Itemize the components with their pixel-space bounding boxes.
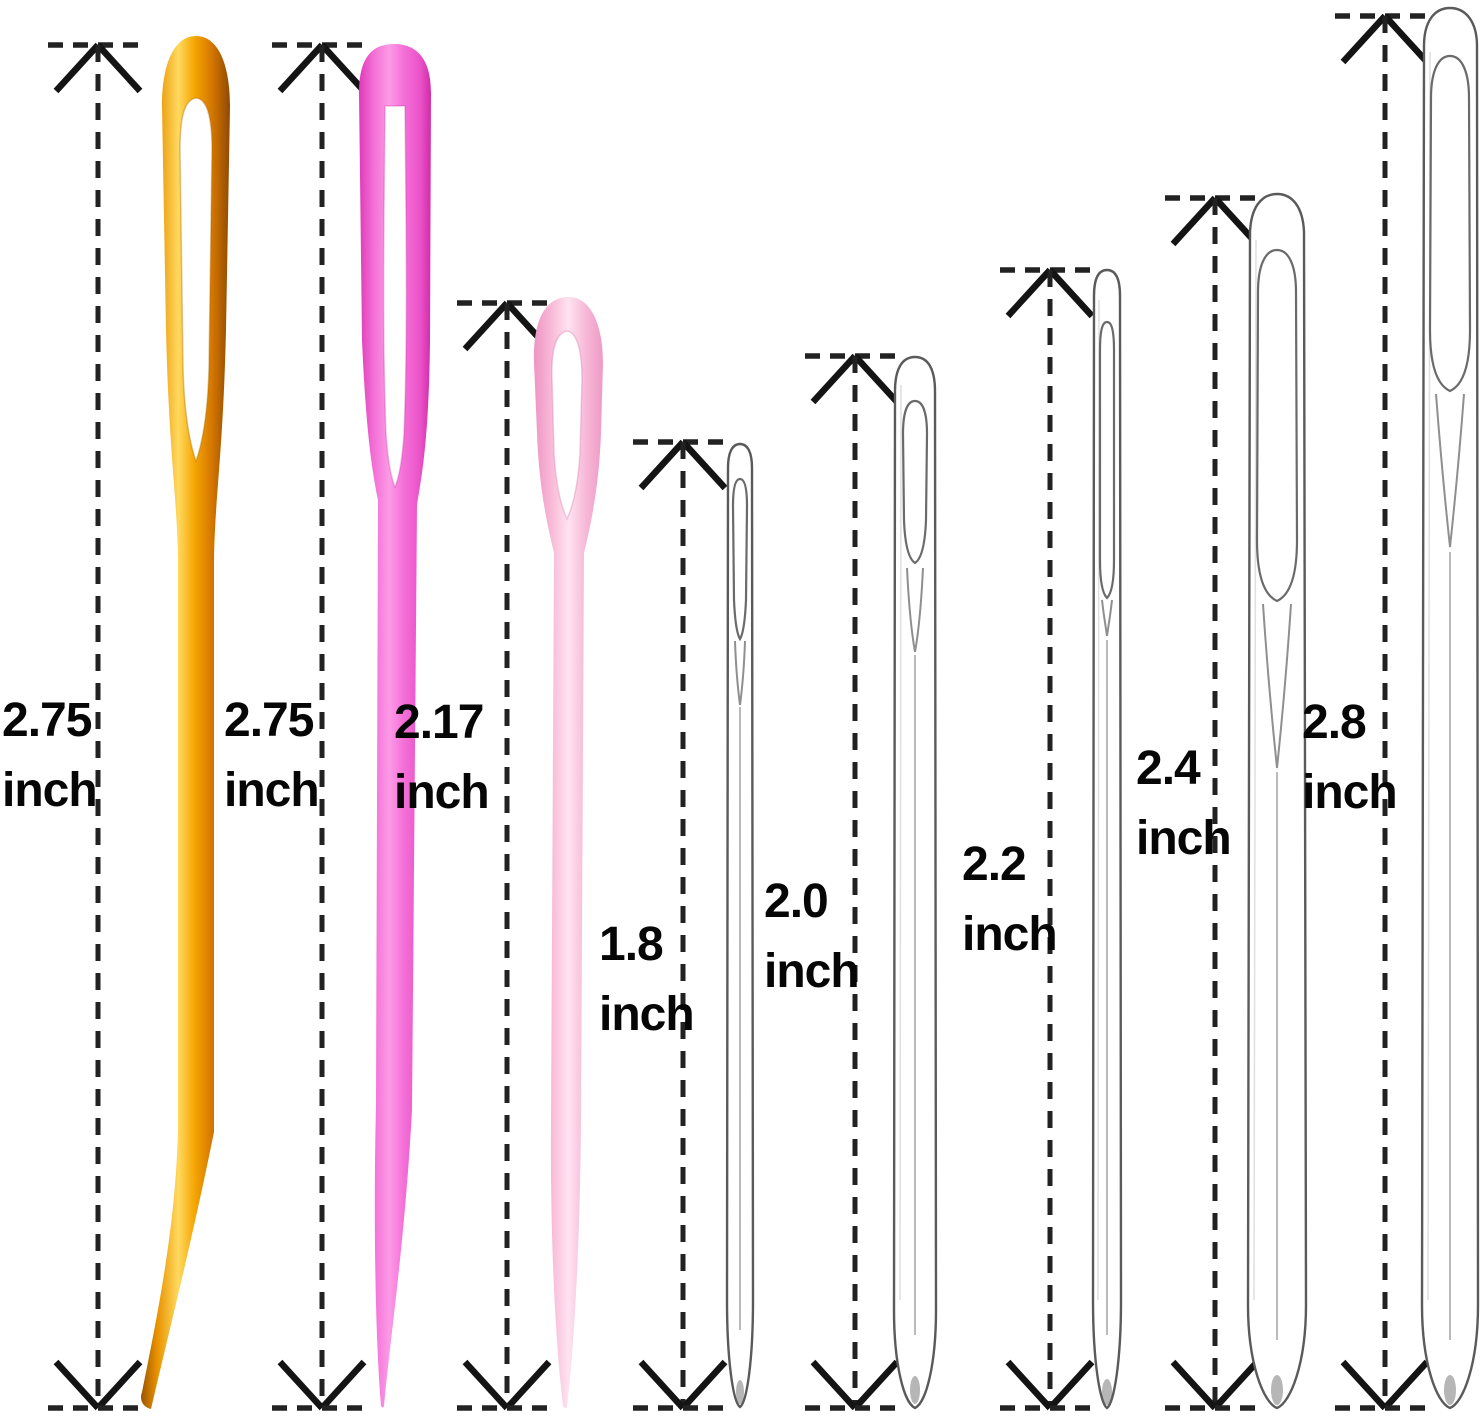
- size-value: 2.0: [764, 875, 828, 928]
- needle-eye: [1098, 320, 1116, 600]
- needle-eye: [179, 97, 213, 464]
- size-value: 2.2: [962, 838, 1026, 891]
- size-value: 2.75: [224, 694, 314, 747]
- bottom-arrow-icon: [462, 1359, 552, 1411]
- size-label-5: 2.0 inch: [764, 875, 860, 998]
- needle-steel-3: [1091, 268, 1123, 1410]
- inner-contour: [899, 384, 902, 1301]
- size-unit: inch: [224, 764, 319, 817]
- needle-plastic-light-pink: [533, 296, 603, 1409]
- size-unit: inch: [1302, 766, 1397, 819]
- needle-eye: [901, 399, 929, 565]
- size-unit: inch: [394, 766, 489, 819]
- size-value: 2.17: [394, 696, 483, 749]
- size-value: 2.8: [1302, 696, 1366, 749]
- measure-line-6: [1000, 267, 1100, 1411]
- tip-shading: [1271, 1375, 1283, 1405]
- top-arrow-icon: [1340, 13, 1430, 65]
- bottom-arrow-icon: [277, 1359, 367, 1411]
- inner-contour: [1253, 239, 1257, 1301]
- top-arrow-icon: [638, 439, 728, 491]
- needle-body: [533, 296, 603, 1409]
- needle-steel-2: [892, 355, 938, 1410]
- needle-eye: [551, 330, 583, 521]
- bottom-arrow-icon: [638, 1359, 728, 1411]
- size-unit: inch: [962, 908, 1057, 961]
- measure-line-7: [1165, 195, 1265, 1411]
- needle-eye: [731, 477, 749, 642]
- measure-line-1: [48, 42, 148, 1411]
- inner-contour: [1097, 299, 1100, 1301]
- size-label-7: 2.4 inch: [1136, 742, 1232, 865]
- measure-line-8: [1335, 13, 1435, 1411]
- size-label-4: 1.8 inch: [599, 918, 695, 1041]
- size-unit: inch: [2, 764, 97, 817]
- tip-shading: [736, 1380, 744, 1404]
- size-unit: inch: [764, 945, 859, 998]
- tip-shading: [1102, 1379, 1112, 1405]
- top-arrow-icon: [1005, 267, 1095, 319]
- top-arrow-icon: [810, 353, 900, 405]
- eye-taper: [1101, 599, 1113, 637]
- top-arrow-icon: [53, 42, 143, 94]
- eye-taper: [734, 640, 746, 706]
- bottom-arrow-icon: [1170, 1359, 1260, 1411]
- needle-plastic-hot-pink: [359, 44, 431, 1408]
- measure-line-3: [457, 300, 557, 1411]
- top-arrow-icon: [277, 42, 367, 94]
- bottom-arrow-icon: [1005, 1359, 1095, 1411]
- eye-taper: [1262, 603, 1292, 769]
- size-value: 2.75: [2, 694, 92, 747]
- bottom-arrow-icon: [53, 1359, 143, 1411]
- needle-eye: [382, 105, 408, 490]
- size-label-3: 2.17 inch: [394, 696, 490, 819]
- size-value: 2.4: [1136, 742, 1201, 795]
- bottom-arrow-icon: [810, 1359, 900, 1411]
- needle-eye: [1255, 248, 1299, 603]
- eye-taper: [1435, 393, 1465, 548]
- measure-line-5: [805, 353, 905, 1411]
- measure-line-4: [633, 439, 733, 1411]
- needle-steel-4: [1246, 192, 1308, 1410]
- needle-gold-bent-tip: [141, 36, 230, 1409]
- size-unit: inch: [1136, 812, 1231, 865]
- needle-eye: [1428, 54, 1472, 393]
- size-label-1: 2.75 inch: [2, 694, 98, 817]
- size-label-6: 2.2 inch: [962, 838, 1058, 961]
- size-unit: inch: [599, 988, 694, 1041]
- tip-shading: [910, 1376, 920, 1404]
- measure-line-2: [272, 42, 372, 1411]
- eye-taper: [906, 567, 924, 653]
- tip-shading: [1444, 1375, 1456, 1405]
- needle-steel-5: [1420, 6, 1480, 1410]
- size-value: 1.8: [599, 918, 663, 971]
- bottom-arrow-icon: [1340, 1359, 1430, 1411]
- needle-body: [359, 44, 431, 1408]
- size-label-8: 2.8 inch: [1302, 696, 1398, 819]
- needle-steel-1: [725, 442, 755, 1409]
- size-label-2: 2.75 inch: [224, 694, 320, 817]
